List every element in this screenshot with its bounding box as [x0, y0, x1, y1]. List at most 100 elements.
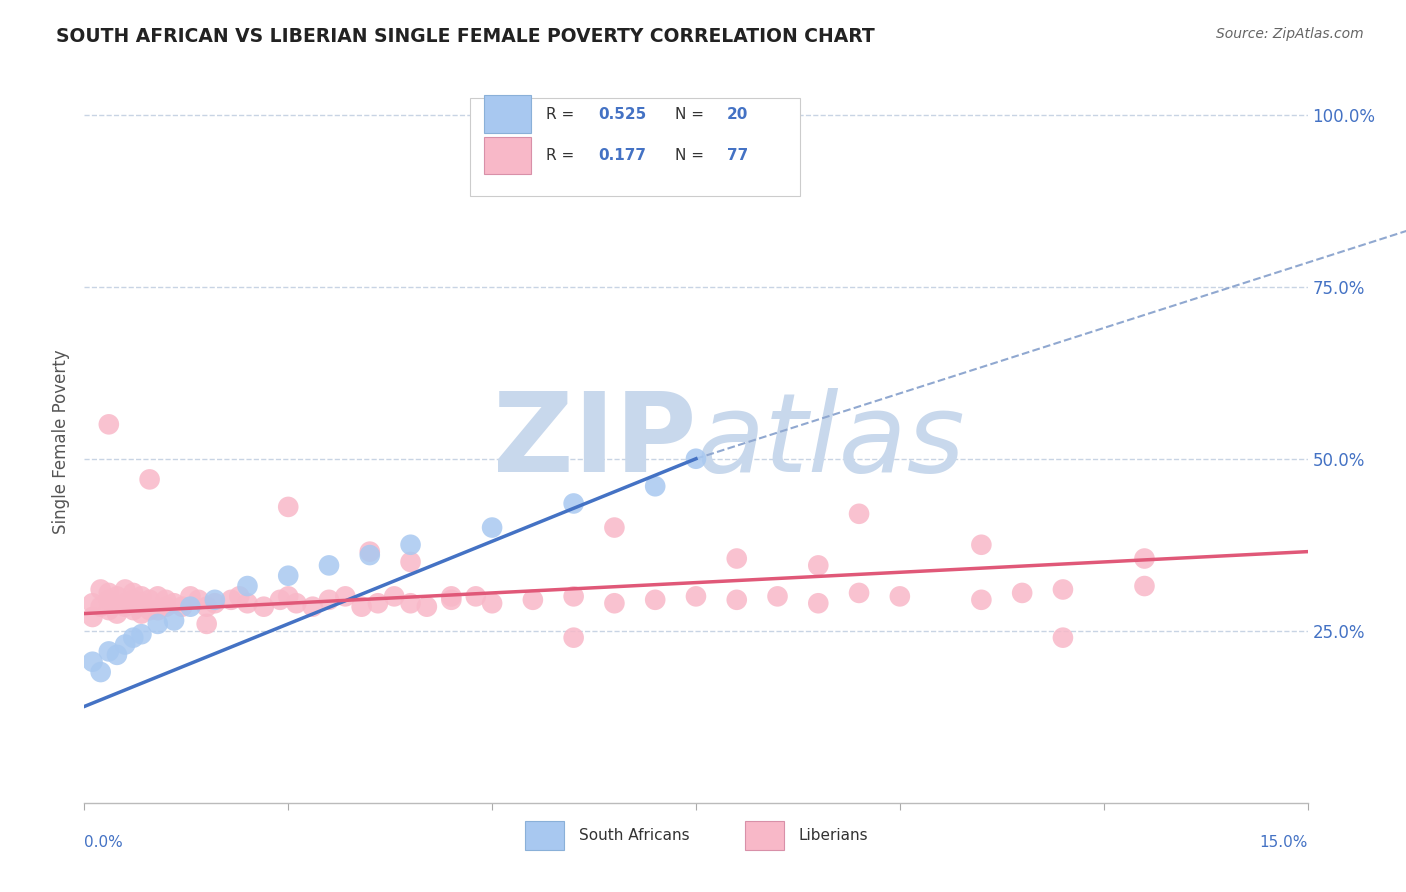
Point	[187, 592, 209, 607]
Point	[163, 596, 186, 610]
FancyBboxPatch shape	[524, 821, 564, 850]
Point	[138, 603, 160, 617]
Point	[481, 596, 503, 610]
Point	[970, 592, 993, 607]
Text: Liberians: Liberians	[799, 828, 869, 843]
Point	[146, 616, 169, 631]
Point	[163, 614, 186, 628]
Point	[522, 592, 544, 607]
Point	[97, 586, 120, 600]
Text: R =: R =	[546, 107, 579, 121]
Point	[807, 558, 830, 573]
Point	[1133, 579, 1156, 593]
Point	[277, 500, 299, 514]
Point	[122, 586, 145, 600]
Point	[105, 648, 128, 662]
Point	[725, 551, 748, 566]
Point	[131, 596, 153, 610]
Point	[1052, 631, 1074, 645]
Point	[269, 592, 291, 607]
Text: N =: N =	[675, 148, 709, 163]
Point	[481, 520, 503, 534]
Point	[1052, 582, 1074, 597]
Point	[277, 568, 299, 582]
Point	[685, 451, 707, 466]
Point	[399, 538, 422, 552]
Text: 20: 20	[727, 107, 748, 121]
FancyBboxPatch shape	[745, 821, 785, 850]
FancyBboxPatch shape	[484, 136, 531, 174]
Point	[105, 607, 128, 621]
Point	[350, 599, 373, 614]
Point	[685, 590, 707, 604]
Point	[146, 590, 169, 604]
Point	[285, 596, 308, 610]
Point	[359, 544, 381, 558]
Point	[105, 590, 128, 604]
FancyBboxPatch shape	[470, 98, 800, 196]
Point	[236, 596, 259, 610]
Text: South Africans: South Africans	[578, 828, 689, 843]
Point	[97, 603, 120, 617]
Point	[603, 520, 626, 534]
Point	[179, 590, 201, 604]
Point	[416, 599, 439, 614]
Point	[440, 592, 463, 607]
Text: Source: ZipAtlas.com: Source: ZipAtlas.com	[1216, 27, 1364, 41]
Point	[766, 590, 789, 604]
Text: 15.0%: 15.0%	[1260, 835, 1308, 850]
Point	[138, 472, 160, 486]
Point	[562, 631, 585, 645]
Text: atlas: atlas	[696, 388, 965, 495]
Point	[131, 590, 153, 604]
Point	[179, 599, 201, 614]
Point	[359, 548, 381, 562]
Point	[848, 586, 870, 600]
Point	[114, 596, 136, 610]
Text: R =: R =	[546, 148, 579, 163]
Point	[301, 599, 323, 614]
Text: N =: N =	[675, 107, 709, 121]
Point	[90, 665, 112, 679]
Point	[807, 596, 830, 610]
Point	[195, 599, 218, 614]
Point	[382, 590, 405, 604]
Point	[399, 555, 422, 569]
Point	[204, 592, 226, 607]
Point	[195, 616, 218, 631]
Point	[97, 644, 120, 658]
Point	[155, 599, 177, 614]
Point	[603, 596, 626, 610]
Point	[97, 592, 120, 607]
Point	[219, 592, 242, 607]
Point	[82, 596, 104, 610]
Point	[146, 603, 169, 617]
Point	[82, 655, 104, 669]
Text: 0.177: 0.177	[598, 148, 647, 163]
Point	[1133, 551, 1156, 566]
Point	[122, 592, 145, 607]
Point	[562, 590, 585, 604]
Text: 0.525: 0.525	[598, 107, 647, 121]
Point	[138, 592, 160, 607]
Point	[464, 590, 486, 604]
Point	[644, 479, 666, 493]
Point	[155, 592, 177, 607]
Point	[172, 599, 194, 614]
Text: SOUTH AFRICAN VS LIBERIAN SINGLE FEMALE POVERTY CORRELATION CHART: SOUTH AFRICAN VS LIBERIAN SINGLE FEMALE …	[56, 27, 875, 45]
Point	[82, 610, 104, 624]
Point	[440, 590, 463, 604]
Point	[848, 507, 870, 521]
Text: 0.0%: 0.0%	[84, 835, 124, 850]
Point	[253, 599, 276, 614]
Point	[114, 582, 136, 597]
Point	[228, 590, 250, 604]
Point	[562, 496, 585, 510]
Point	[90, 599, 112, 614]
Text: 77: 77	[727, 148, 748, 163]
Point	[970, 538, 993, 552]
Y-axis label: Single Female Poverty: Single Female Poverty	[52, 350, 70, 533]
Point	[399, 596, 422, 610]
Point	[367, 596, 389, 610]
Point	[131, 627, 153, 641]
